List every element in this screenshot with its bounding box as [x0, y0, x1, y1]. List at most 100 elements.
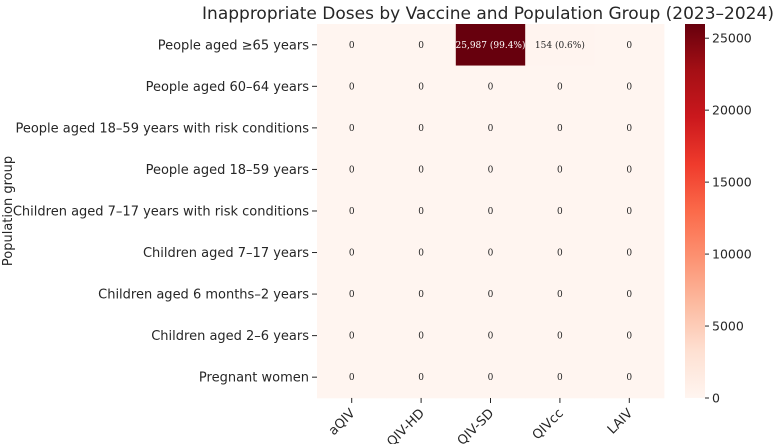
column-label: QIV-SD [455, 406, 498, 444]
heatmap-cell [455, 24, 526, 66]
cell-value-label: 0 [488, 165, 494, 175]
heatmap-cell [525, 231, 595, 274]
heatmap-cell [594, 107, 665, 150]
heatmap-cell [386, 273, 457, 316]
heatmap-cell [317, 65, 387, 108]
heatmap-cells: 0 0 25,987 (99.4%) 154 (0.6%) 0 0 0 0 0 0 0 0 0 0 0 0 0 0… [317, 24, 665, 399]
colorbar-tick-label: 15000 [712, 175, 752, 190]
cell-value-label: 0 [488, 332, 494, 342]
column-label: QIV-HD [384, 406, 428, 444]
cell-value-label: 0 [349, 41, 355, 51]
heatmap-cell [455, 148, 526, 191]
colorbar-tick-label: 25000 [712, 31, 752, 46]
heatmap-cell [594, 24, 665, 66]
cell-value-label: 0 [557, 290, 563, 300]
heatmap-cell [525, 24, 595, 66]
cell-value-label: 0 [418, 165, 424, 175]
heatmap-cell [455, 314, 526, 357]
cell-value-label: 0 [557, 165, 563, 175]
cell-value-label: 0 [418, 207, 424, 217]
heatmap-cell [525, 190, 595, 233]
cell-value-label: 0 [557, 82, 563, 92]
heatmap-cell [455, 231, 526, 274]
row-label: People aged ≥65 years [158, 38, 309, 53]
column-label: QIVcc [530, 406, 567, 443]
cell-value-label: 0 [626, 165, 632, 175]
column-labels: aQIV QIV-HD QIV-SD QIVcc LAIV [326, 397, 636, 444]
heatmap-cell [594, 273, 665, 316]
column-label: aQIV [326, 406, 359, 439]
colorbar-tick-label: 20000 [712, 103, 752, 118]
cell-value-label: 0 [418, 41, 424, 51]
cell-value-label: 0 [488, 290, 494, 300]
cell-value-label: 0 [626, 207, 632, 217]
heatmap-cell [525, 356, 595, 399]
cell-value-label: 0 [418, 249, 424, 259]
cell-value-label: 0 [349, 332, 355, 342]
column-label: LAIV [605, 406, 636, 437]
cell-value-label: 0 [488, 249, 494, 259]
cell-value-label: 0 [626, 249, 632, 259]
row-label: Children aged 7–17 years with risk condi… [13, 204, 309, 219]
heatmap-cell [386, 107, 457, 150]
cell-value-label: 0 [418, 373, 424, 383]
cell-value-label: 0 [418, 332, 424, 342]
heatmap-cell [455, 65, 526, 108]
colorbar-tick-label: 0 [712, 391, 720, 406]
cell-value-label: 0 [626, 41, 632, 51]
heatmap-cell [317, 24, 387, 66]
cell-value-label: 0 [349, 124, 355, 134]
heatmap-cell [594, 356, 665, 399]
cell-value-label: 0 [349, 290, 355, 300]
heatmap-cell [386, 231, 457, 274]
cell-value-label: 154 (0.6%) [535, 40, 585, 51]
heatmap-cell [525, 273, 595, 316]
heatmap-cell [386, 190, 457, 233]
colorbar-tick-label: 5000 [712, 319, 744, 334]
heatmap-cell [386, 24, 457, 66]
cell-value-label: 0 [557, 124, 563, 134]
heatmap-cell [317, 314, 387, 357]
heatmap-cell [525, 314, 595, 357]
cell-value-label: 0 [418, 82, 424, 92]
row-label: People aged 18–59 years [146, 163, 310, 178]
heatmap-cell [317, 356, 387, 399]
chart-title: Inappropriate Doses by Vaccine and Popul… [202, 4, 774, 24]
heatmap-cell [386, 148, 457, 191]
row-label: People aged 18–59 years with risk condit… [15, 121, 309, 136]
cell-value-label: 0 [418, 124, 424, 134]
cell-value-label: 0 [349, 165, 355, 175]
heatmap-cell [525, 65, 595, 108]
cell-value-label: 0 [488, 373, 494, 383]
colorbar [685, 24, 705, 398]
colorbar-ticks: 0 5000 10000 15000 20000 25000 [705, 31, 752, 406]
heatmap-cell [317, 190, 387, 233]
row-label: Children aged 7–17 years [143, 246, 309, 261]
cell-value-label: 0 [557, 207, 563, 217]
cell-value-label: 0 [626, 290, 632, 300]
heatmap-cell [525, 148, 595, 191]
cell-value-label: 0 [626, 373, 632, 383]
cell-value-label: 0 [557, 249, 563, 259]
heatmap-cell [525, 107, 595, 150]
heatmap-cell [594, 314, 665, 357]
colorbar-tick-label: 10000 [712, 247, 752, 262]
row-label: Children aged 2–6 years [151, 329, 309, 344]
cell-value-label: 0 [557, 373, 563, 383]
cell-value-label: 0 [418, 290, 424, 300]
row-label: People aged 60–64 years [146, 80, 310, 95]
row-labels: People aged ≥65 years People aged 60–64 y… [13, 38, 317, 386]
y-axis-label: Population group [1, 156, 16, 266]
cell-value-label: 0 [488, 82, 494, 92]
heatmap-cell [594, 65, 665, 108]
heatmap-cell [386, 356, 457, 399]
cell-value-label: 0 [349, 82, 355, 92]
heatmap-cell [455, 107, 526, 150]
heatmap-cell [317, 148, 387, 191]
cell-value-label: 0 [488, 124, 494, 134]
heatmap-cell [317, 231, 387, 274]
heatmap-cell [594, 190, 665, 233]
row-label: Pregnant women [199, 371, 309, 386]
cell-value-label: 0 [349, 207, 355, 217]
